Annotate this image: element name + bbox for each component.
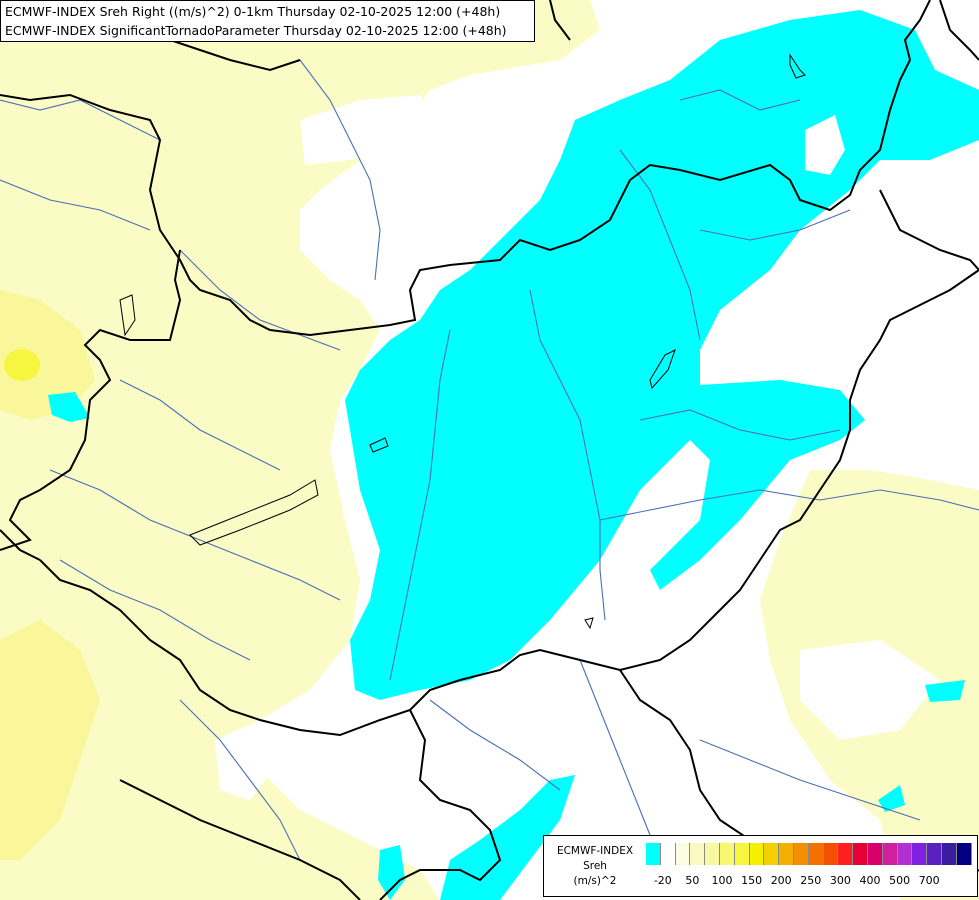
srh-field-cyan-east-dot-2 bbox=[878, 785, 905, 812]
legend-swatch bbox=[868, 843, 883, 865]
legend-tick-label: 300 bbox=[829, 874, 851, 887]
srh-field-cyan-east-dot bbox=[925, 680, 965, 702]
srh-field-white-patch-center bbox=[410, 185, 520, 290]
color-legend: ECMWF-INDEX Sreh (m/s)^2 -20 50 100 150 200 2… bbox=[543, 835, 978, 897]
legend-tick-label: 100 bbox=[711, 874, 733, 887]
legend-swatch bbox=[705, 843, 720, 865]
legend-swatch bbox=[794, 843, 809, 865]
srh-field-cyan-south bbox=[440, 775, 575, 900]
legend-tick-label: 400 bbox=[859, 874, 881, 887]
legend-tick-label: 500 bbox=[889, 874, 911, 887]
legend-swatch bbox=[749, 843, 765, 865]
legend-swatch bbox=[675, 843, 691, 865]
legend-swatch bbox=[764, 843, 780, 865]
legend-swatch bbox=[808, 843, 824, 865]
legend-swatch bbox=[734, 843, 750, 865]
srh-field-cyan-west-dot bbox=[48, 392, 90, 422]
legend-swatch bbox=[660, 843, 676, 865]
srh-field-white-patch-south bbox=[215, 720, 280, 800]
rivers bbox=[0, 59, 979, 861]
srh-field-yellow-core bbox=[4, 349, 40, 381]
legend-swatch bbox=[779, 843, 794, 865]
lakes bbox=[119, 53, 806, 630]
srh-field-yellow-southwest bbox=[0, 620, 100, 860]
srh-field-white-patch-north bbox=[300, 95, 430, 165]
legend-tick-label: 700 bbox=[918, 874, 940, 887]
legend-tick-label: 250 bbox=[800, 874, 822, 887]
legend-swatch bbox=[927, 843, 942, 865]
srh-field-cyan-band bbox=[345, 10, 979, 700]
srh-field-light-yellow-west bbox=[0, 0, 600, 900]
legend-tick-label: 150 bbox=[741, 874, 763, 887]
legend-swatch bbox=[882, 843, 898, 865]
legend-title: ECMWF-INDEX Sreh (m/s)^2 bbox=[544, 844, 646, 889]
legend-swatch bbox=[823, 843, 839, 865]
map-title-line-1: ECMWF-INDEX Sreh Right ((m/s)^2) 0-1km T… bbox=[5, 4, 501, 19]
legend-swatch bbox=[942, 843, 957, 865]
legend-tick-label: 50 bbox=[685, 874, 700, 887]
legend-swatch bbox=[690, 843, 706, 865]
legend-swatch bbox=[838, 843, 854, 865]
map-title-box: ECMWF-INDEX Sreh Right ((m/s)^2) 0-1km T… bbox=[0, 0, 535, 42]
legend-swatch bbox=[646, 843, 661, 865]
legend-swatch bbox=[897, 843, 913, 865]
legend-tick-label: -20 bbox=[653, 874, 672, 887]
srh-field-cyan-southwest-dot bbox=[378, 845, 405, 900]
map-title-line-2: ECMWF-INDEX SignificantTornadoParameter … bbox=[5, 23, 507, 38]
legend-title-line-3: (m/s)^2 bbox=[573, 875, 617, 887]
legend-swatch bbox=[956, 843, 972, 865]
legend-swatch bbox=[853, 843, 868, 865]
legend-tick-label: 200 bbox=[770, 874, 792, 887]
srh-field-white-east-pocket bbox=[800, 640, 940, 740]
srh-field-yellow-west bbox=[0, 290, 95, 420]
srh-field-cyan-hole bbox=[805, 115, 845, 175]
legend-swatch bbox=[912, 843, 928, 865]
legend-title-line-1: ECMWF-INDEX bbox=[556, 845, 634, 857]
legend-title-line-2: Sreh bbox=[583, 860, 607, 872]
legend-swatch bbox=[720, 843, 735, 865]
